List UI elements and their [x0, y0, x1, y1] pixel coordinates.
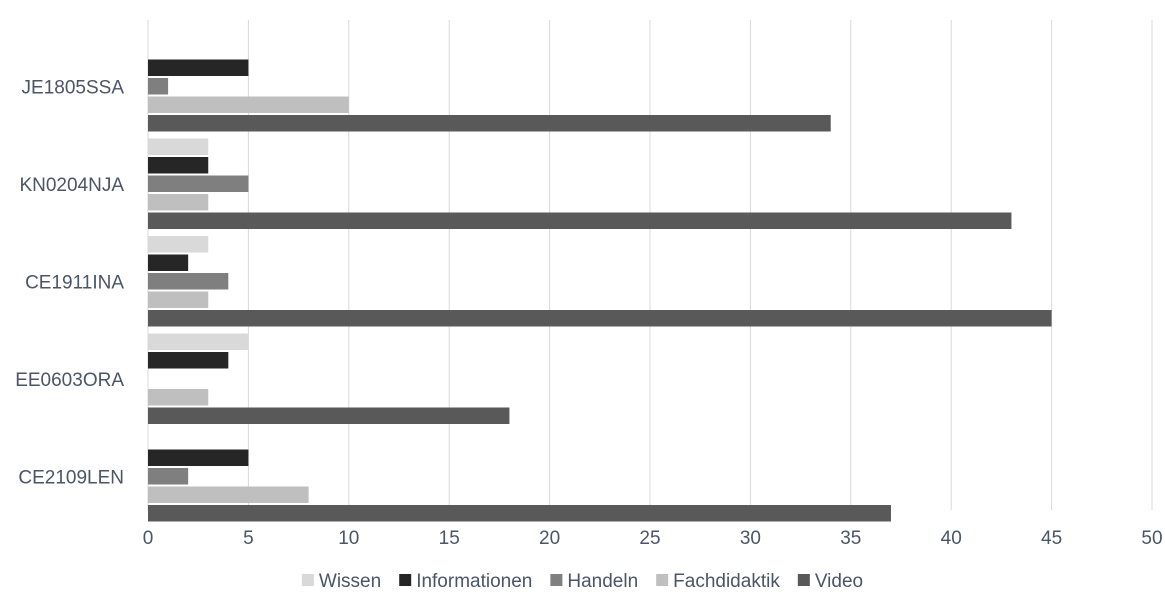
x-tick-label: 50 — [1141, 528, 1162, 549]
bar — [148, 138, 209, 155]
x-tick-label: 30 — [740, 528, 761, 549]
x-tick-label: 40 — [941, 528, 962, 549]
legend-label: Wissen — [319, 571, 381, 592]
bar — [148, 505, 891, 522]
x-tick-label: 5 — [243, 528, 254, 549]
bar — [148, 59, 249, 76]
bar — [148, 212, 1012, 229]
bar — [148, 273, 229, 290]
x-tick-label: 0 — [143, 528, 154, 549]
legend-label: Informationen — [416, 571, 532, 592]
bar — [148, 175, 249, 192]
bar — [148, 254, 189, 271]
x-tick-label: 45 — [1041, 528, 1062, 549]
legend-swatch — [550, 574, 563, 586]
bar — [148, 194, 209, 211]
x-tick-label: 25 — [639, 528, 660, 549]
bar — [148, 157, 209, 174]
bar — [148, 407, 510, 424]
category-label: KN0204NJA — [19, 175, 124, 196]
category-label: JE1805SSA — [22, 77, 125, 98]
legend-label: Fachdidaktik — [673, 571, 780, 592]
category-label: CE2109LEN — [18, 467, 124, 488]
legend-label: Handeln — [567, 571, 638, 592]
legend-swatch — [797, 574, 810, 586]
bar — [148, 486, 309, 503]
category-label: CE1911INA — [25, 272, 124, 293]
bar — [148, 468, 189, 485]
bar — [148, 236, 209, 253]
bar — [148, 449, 249, 466]
bar — [148, 291, 209, 308]
legend-swatch — [301, 574, 314, 586]
category-label: EE0603ORA — [15, 370, 124, 391]
legend-swatch — [399, 574, 412, 586]
bar — [148, 96, 349, 113]
legend-swatch — [656, 574, 669, 586]
x-tick-label: 35 — [840, 528, 861, 549]
legend-label: Video — [815, 571, 863, 592]
bar — [148, 352, 229, 369]
bar — [148, 333, 249, 350]
bar — [148, 78, 169, 95]
x-tick-label: 20 — [539, 528, 560, 549]
bar — [148, 389, 209, 406]
x-tick-label: 10 — [338, 528, 359, 549]
bar — [148, 115, 831, 132]
bar — [148, 310, 1052, 327]
x-tick-label: 15 — [439, 528, 460, 549]
